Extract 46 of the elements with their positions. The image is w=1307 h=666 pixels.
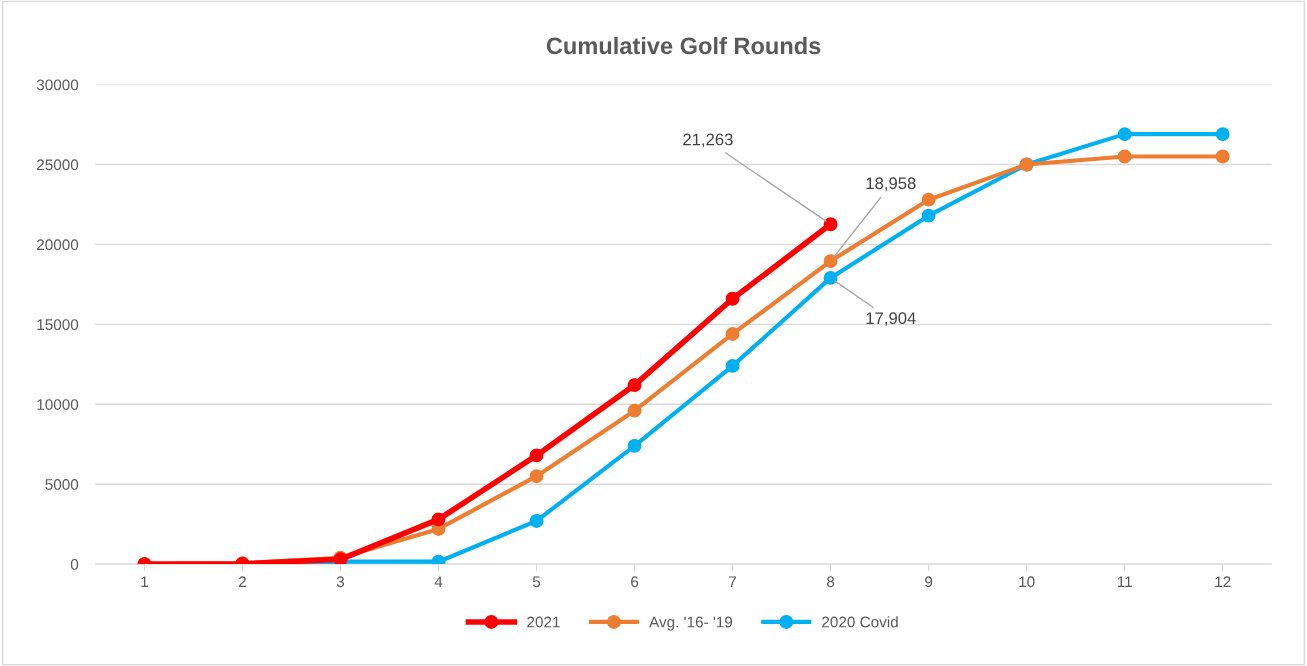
point <box>921 208 936 223</box>
point <box>823 217 838 232</box>
point <box>725 358 740 373</box>
legend-label: 2020 Covid <box>822 616 898 628</box>
y-tick-label: 0 <box>70 558 79 570</box>
point <box>921 192 936 207</box>
x-tick-label: 2 <box>238 576 246 587</box>
y-tick-label: 20000 <box>37 239 79 251</box>
legend-label: 2021 <box>527 616 560 628</box>
point <box>627 403 642 418</box>
annotation: 17,904 <box>866 312 916 327</box>
y-tick-label: 10000 <box>37 399 79 410</box>
point <box>1117 127 1132 142</box>
x-tick-label: 10 <box>1019 576 1035 588</box>
point <box>529 469 544 484</box>
point <box>725 291 740 306</box>
y-tick-label: 15000 <box>37 319 79 331</box>
legend-label: Avg. '16- '19 <box>649 616 733 631</box>
annotation: 21,263 <box>683 133 733 148</box>
y-tick-label: 5000 <box>45 479 79 490</box>
x-tick-label: 7 <box>729 576 737 587</box>
x-tick-label: 6 <box>631 576 639 588</box>
point <box>823 270 838 285</box>
point <box>627 378 642 393</box>
x-tick-label: 5 <box>532 576 541 588</box>
x-tick-label: 9 <box>925 576 933 588</box>
x-tick-label: 4 <box>434 576 443 587</box>
x-tick-label: 3 <box>336 576 345 588</box>
y-tick-label: 25000 <box>37 159 79 171</box>
point <box>529 448 544 463</box>
x-tick-label: 12 <box>1215 576 1231 587</box>
chart-title: Cumulative Golf Rounds <box>546 36 821 55</box>
x-tick-label: 11 <box>1117 576 1132 587</box>
point <box>431 554 446 565</box>
y-tick-label: 30000 <box>36 79 79 91</box>
point <box>725 326 740 341</box>
point <box>823 254 838 269</box>
point <box>1117 149 1132 164</box>
point <box>431 512 446 527</box>
x-tick-label: 1 <box>141 576 148 587</box>
point <box>1215 127 1230 142</box>
x-tick-label: 8 <box>827 576 835 588</box>
point <box>529 514 544 528</box>
point <box>627 438 642 453</box>
point <box>1215 149 1230 164</box>
annotation: 18,958 <box>866 177 916 192</box>
